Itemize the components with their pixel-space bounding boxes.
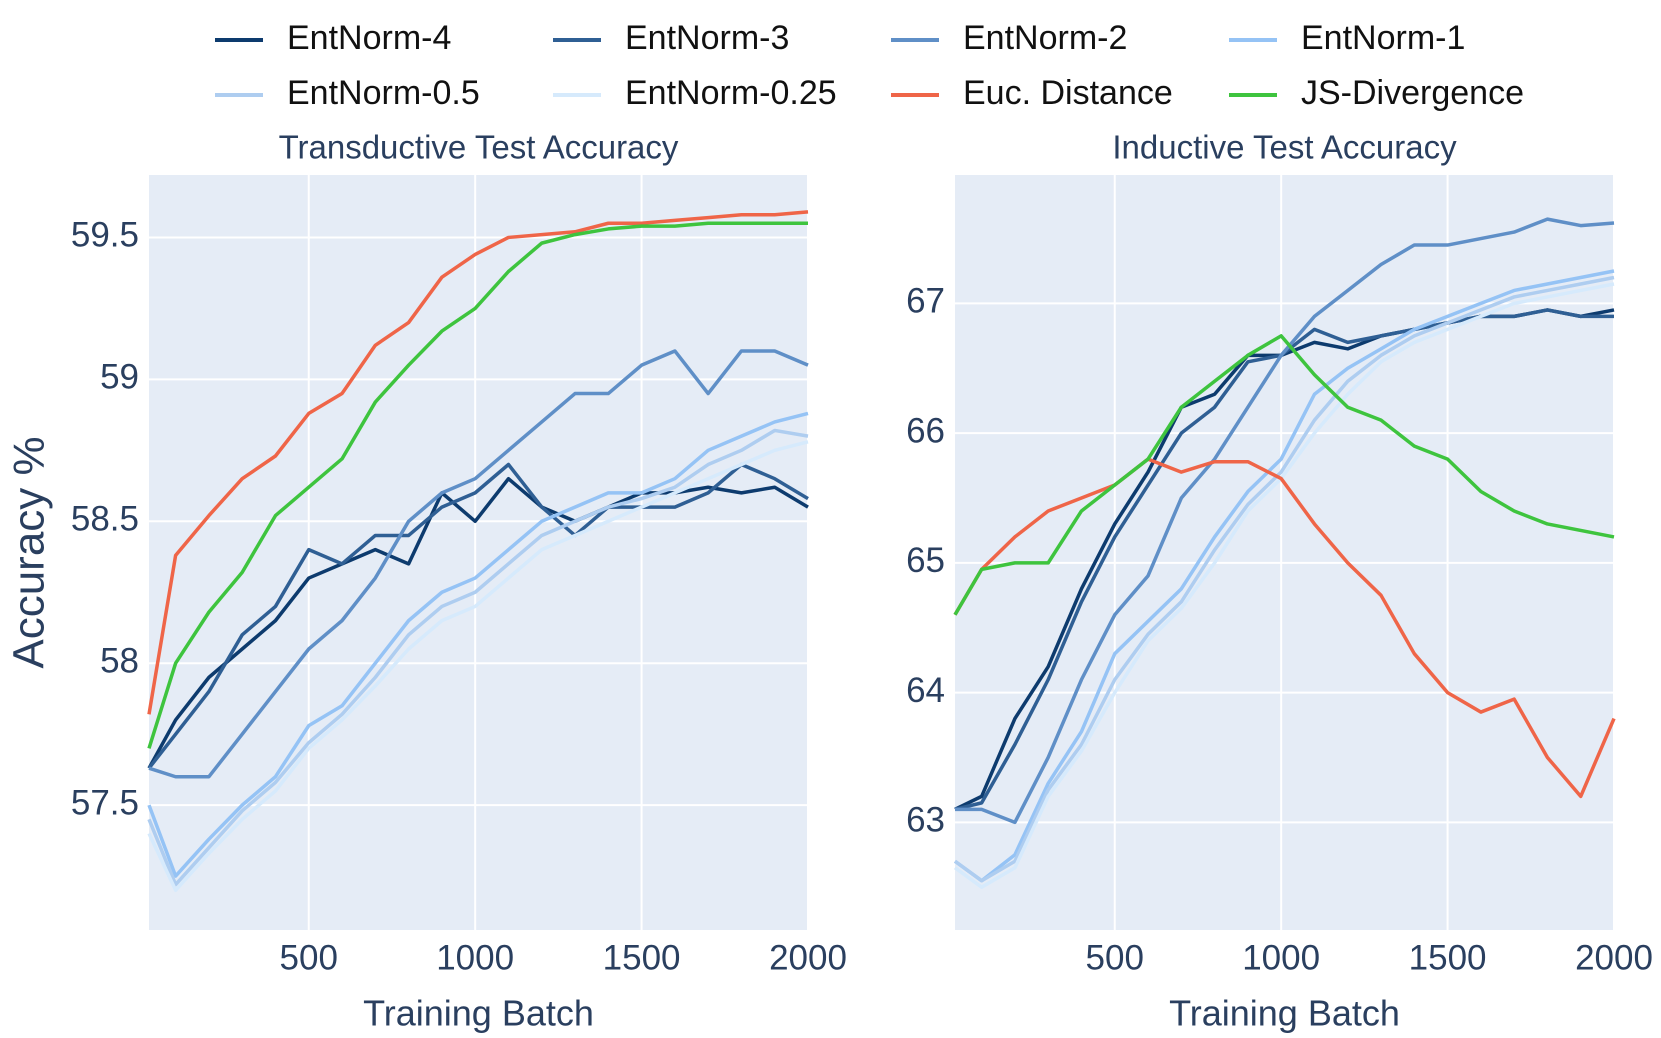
legend-label: EntNorm-3 xyxy=(625,19,789,57)
series-line xyxy=(147,411,809,878)
legend-label: EntNorm-0.5 xyxy=(287,74,480,112)
legend-label: Euc. Distance xyxy=(963,74,1173,112)
x-tick-label: 1500 xyxy=(603,938,681,977)
y-tick-label: 64 xyxy=(906,671,945,710)
y-tick-label: 59 xyxy=(100,358,139,397)
x-axis-label: Training Batch xyxy=(1169,993,1400,1034)
legend-label: EntNorm-0.25 xyxy=(625,74,837,112)
series-line: EntNorm-2 xyxy=(955,217,1615,825)
series-line xyxy=(147,476,809,770)
legend-label: EntNorm-4 xyxy=(287,19,451,57)
series-line: EntNorm-1 xyxy=(953,269,1615,883)
legend-label: EntNorm-1 xyxy=(1301,19,1465,57)
y-tick-label: 58 xyxy=(100,641,139,680)
chart-title: Inductive Test Accuracy xyxy=(1112,129,1457,166)
legend-label: JS-Divergence xyxy=(1301,74,1524,112)
y-axis-label: Accuracy % xyxy=(5,436,54,668)
y-tick-label: 59.5 xyxy=(71,216,139,255)
series-line: Euc. Distance xyxy=(953,457,1616,799)
legend-label: EntNorm-2 xyxy=(963,19,1127,57)
series-line xyxy=(147,210,809,715)
x-axis-label: Training Batch xyxy=(363,993,594,1034)
chart-title: Transductive Test Accuracy xyxy=(279,129,679,166)
x-tick-label: 500 xyxy=(1086,938,1144,977)
series-line xyxy=(147,221,808,749)
series-line xyxy=(147,440,809,893)
x-tick-label: 2000 xyxy=(1575,938,1653,977)
y-tick-label: 58.5 xyxy=(71,500,139,539)
series-line: JS-Divergence xyxy=(953,334,1615,616)
series-line xyxy=(147,462,809,770)
x-tick-label: 1000 xyxy=(1242,938,1320,977)
x-tick-label: 1000 xyxy=(436,938,514,977)
series-line xyxy=(148,349,809,779)
series-line xyxy=(147,428,809,887)
x-tick-label: 2000 xyxy=(769,938,847,977)
y-tick-label: 65 xyxy=(906,541,945,580)
series-line: EntNorm-0.5 xyxy=(953,275,1615,883)
x-tick-label: 1500 xyxy=(1409,938,1487,977)
y-tick-label: 66 xyxy=(906,411,945,450)
y-tick-label: 57.5 xyxy=(71,783,139,822)
y-tick-label: 63 xyxy=(906,801,945,840)
x-tick-label: 500 xyxy=(280,938,338,977)
y-tick-label: 67 xyxy=(906,282,945,321)
